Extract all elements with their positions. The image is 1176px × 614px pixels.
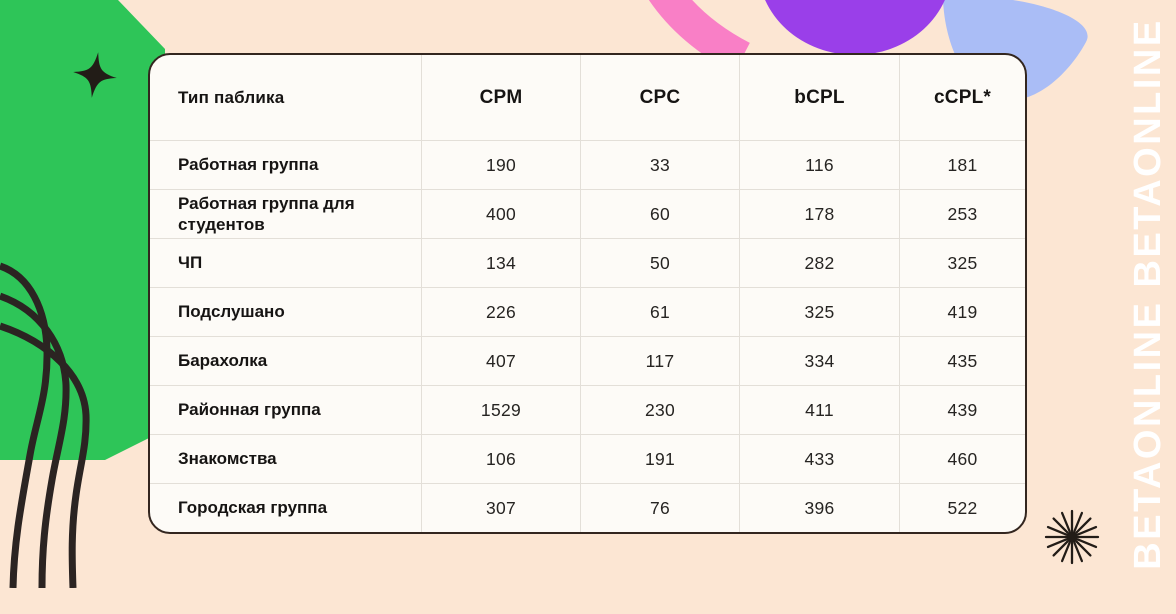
value-cell: 230 (580, 385, 739, 434)
wavy-lines (0, 262, 90, 588)
value-cell: 61 (580, 287, 739, 336)
value-cell: 50 (580, 238, 739, 287)
value-cell: 134 (421, 238, 580, 287)
value-cell: 191 (580, 434, 739, 483)
row-label: Работная группа для студентов (150, 189, 421, 238)
value-cell: 60 (580, 189, 739, 238)
row-label: Городская группа (150, 483, 421, 532)
starburst-ray (1060, 541, 1071, 563)
column-header-cpc: CPC (580, 55, 739, 140)
value-cell: 325 (899, 238, 1025, 287)
value-cell: 435 (899, 336, 1025, 385)
row-label: Барахолка (150, 336, 421, 385)
value-cell: 116 (739, 140, 899, 189)
starburst-ray (1075, 517, 1092, 534)
starburst-ray (1060, 511, 1071, 533)
value-cell: 460 (899, 434, 1025, 483)
value-cell: 181 (899, 140, 1025, 189)
column-header-cpm: CPM (421, 55, 580, 140)
value-cell: 522 (899, 483, 1025, 532)
value-cell: 411 (739, 385, 899, 434)
row-label: Подслушано (150, 287, 421, 336)
pricing-table: Тип паблика CPM CPC bCPL cCPL* Работная … (148, 53, 1027, 534)
row-label: Знакомства (150, 434, 421, 483)
value-cell: 325 (739, 287, 899, 336)
starburst-ray (1046, 538, 1068, 549)
value-cell: 117 (580, 336, 739, 385)
brand-watermark: BETAONLINE BETAONLINE (1127, 18, 1169, 570)
value-cell: 178 (739, 189, 899, 238)
starburst-ray (1052, 540, 1069, 557)
starburst-ray (1076, 538, 1098, 549)
value-cell: 1529 (421, 385, 580, 434)
value-cell: 76 (580, 483, 739, 532)
value-cell: 396 (739, 483, 899, 532)
value-cell: 433 (739, 434, 899, 483)
starburst-icon (1044, 509, 1100, 565)
value-cell: 419 (899, 287, 1025, 336)
pink-squiggle (648, 0, 751, 74)
background-decorations (0, 0, 1100, 588)
value-cell: 407 (421, 336, 580, 385)
column-header-bcpl: bCPL (739, 55, 899, 140)
starburst-ray (1075, 540, 1092, 557)
column-header-public-type: Тип паблика (178, 87, 285, 107)
value-cell: 106 (421, 434, 580, 483)
starburst-center (1066, 531, 1078, 543)
value-cell: 307 (421, 483, 580, 532)
starburst-ray (1073, 541, 1084, 563)
starburst-ray (1073, 511, 1084, 533)
sparkle-star-icon (73, 52, 117, 98)
purple-blob (765, 0, 945, 55)
value-cell: 190 (421, 140, 580, 189)
row-label: ЧП (150, 238, 421, 287)
value-cell: 226 (421, 287, 580, 336)
value-cell: 334 (739, 336, 899, 385)
value-cell: 439 (899, 385, 1025, 434)
row-label: Работная группа (150, 140, 421, 189)
value-cell: 253 (899, 189, 1025, 238)
value-cell: 400 (421, 189, 580, 238)
starburst-ray (1052, 517, 1069, 534)
starburst-ray (1046, 525, 1068, 536)
value-cell: 33 (580, 140, 739, 189)
value-cell: 282 (739, 238, 899, 287)
column-header-ccpl: cCPL* (899, 55, 1025, 140)
starburst-ray (1076, 525, 1098, 536)
row-label: Районная группа (150, 385, 421, 434)
